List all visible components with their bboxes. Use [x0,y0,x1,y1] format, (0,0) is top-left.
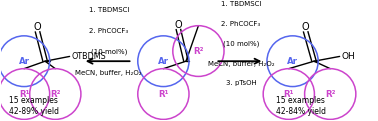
Text: 15 examples: 15 examples [9,96,58,105]
Text: R²: R² [193,47,204,56]
Text: Ar: Ar [158,57,169,66]
Text: 42-84% yield: 42-84% yield [276,107,325,116]
Text: 42-89% yield: 42-89% yield [9,107,59,116]
Text: 1. TBDMSCl: 1. TBDMSCl [88,8,129,13]
Text: O: O [34,22,42,32]
Text: MeCN, buffer, H₂O₂: MeCN, buffer, H₂O₂ [208,61,274,67]
Text: OTBDMS: OTBDMS [71,52,106,61]
Text: (10 mol%): (10 mol%) [223,41,259,47]
Text: 3. pTsOH: 3. pTsOH [226,80,256,86]
Text: R²: R² [325,90,336,98]
Text: O: O [302,22,310,32]
Text: R¹: R¹ [284,90,294,98]
Text: R¹: R¹ [158,90,169,98]
Text: MeCN, buffer, H₂O₂: MeCN, buffer, H₂O₂ [76,70,142,76]
Text: 2. PhCOCF₃: 2. PhCOCF₃ [89,28,129,34]
Text: 15 examples: 15 examples [276,96,324,105]
Text: R¹: R¹ [19,90,29,98]
Text: 2. PhCOCF₃: 2. PhCOCF₃ [222,21,260,27]
Text: R²: R² [50,90,60,98]
Text: OH: OH [342,52,355,61]
Text: O: O [175,20,182,30]
Text: 1. TBDMSCl: 1. TBDMSCl [221,1,261,8]
Text: Ar: Ar [287,57,298,66]
Text: (10 mol%): (10 mol%) [91,49,127,56]
Text: Ar: Ar [19,57,29,66]
